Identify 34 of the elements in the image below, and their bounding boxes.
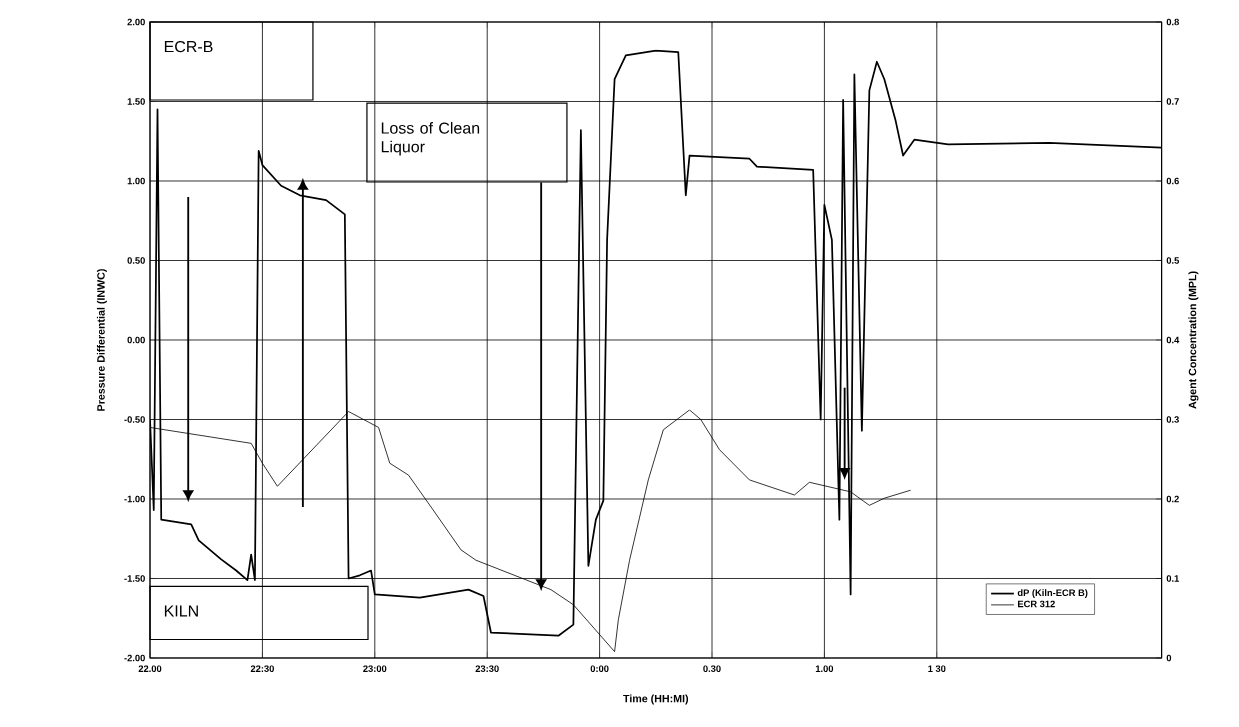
y2-tick-label: 0.4 — [1166, 336, 1180, 344]
y2-tick-label: 0 — [1166, 654, 1172, 662]
y2-axis-title: Agent Concentration (MPL) — [1188, 271, 1199, 409]
y-tick-label: -2.00 — [124, 654, 145, 662]
y-tick-label: 2.00 — [127, 18, 145, 26]
y-tick-label: -1.50 — [124, 575, 145, 582]
y2-tick-label: 0.8 — [1166, 18, 1179, 26]
y2-tick-label: 0.7 — [1166, 98, 1179, 105]
y-tick-label: 0.50 — [127, 257, 145, 264]
y-tick-label: -0.50 — [124, 416, 145, 423]
annotation: Loss of Clean Liquor — [381, 122, 480, 156]
x-tick-label: 0:00 — [590, 665, 609, 672]
legend-label: ECR 312 — [1018, 600, 1055, 608]
y-tick-label: 1.50 — [127, 98, 145, 105]
y2-tick-label: 0.6 — [1166, 177, 1179, 185]
x-tick-label: 23:30 — [475, 665, 499, 672]
y-axis-title: Pressure Differential (INWC) — [96, 269, 107, 411]
x-tick-label: 1.00 — [815, 665, 834, 672]
y2-tick-label: 0.3 — [1166, 416, 1179, 423]
y-tick-label: -1.00 — [124, 495, 145, 503]
x-tick-label: 0.30 — [703, 665, 721, 672]
x-tick-label: 22:30 — [250, 665, 274, 672]
x-tick-label: 23:00 — [363, 665, 387, 672]
y-tick-label: 1.00 — [127, 177, 145, 185]
x-tick-label: 1 30 — [928, 665, 946, 672]
y2-tick-label: 0.1 — [1166, 575, 1180, 582]
x-tick-label: 22.00 — [138, 665, 162, 672]
y2-tick-label: 0.2 — [1166, 495, 1179, 503]
annotation: KILN — [164, 605, 198, 617]
legend-label: dP (Kiln-ECR B) — [1017, 589, 1088, 598]
x-axis-title: Time (HH:MI) — [623, 694, 689, 705]
y-tick-label: 0.00 — [127, 336, 145, 344]
y2-tick-label: 0.5 — [1166, 257, 1180, 264]
annotation: ECR-B — [164, 40, 213, 53]
